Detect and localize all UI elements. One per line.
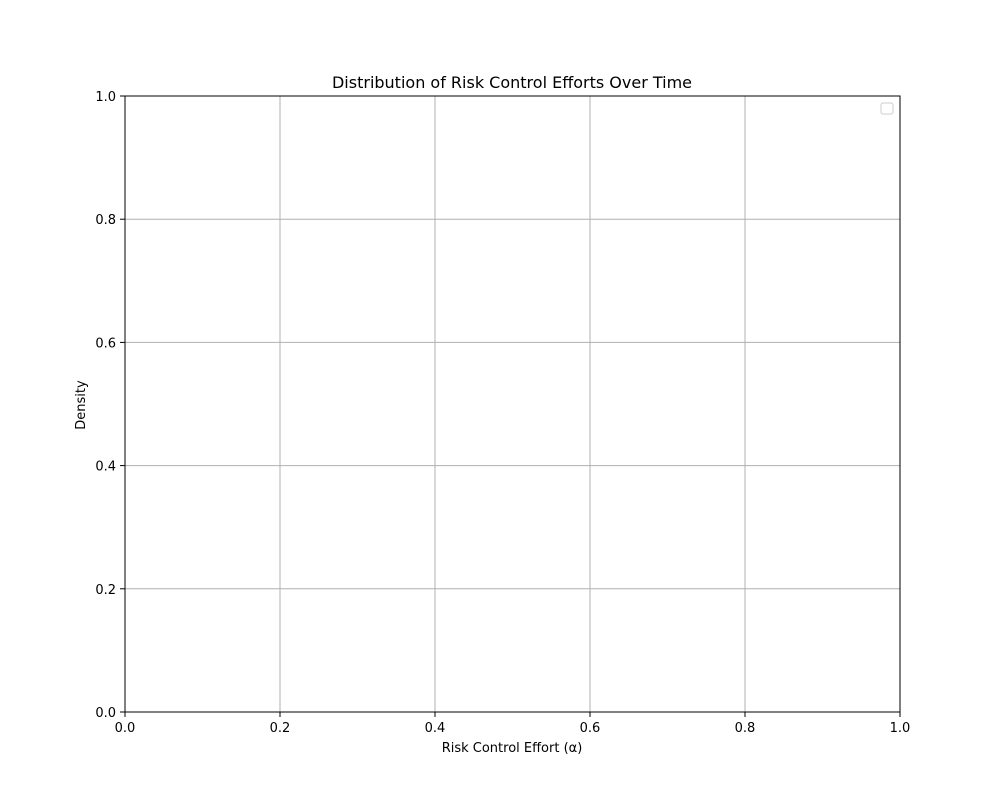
x-tick-label: 0.2	[270, 721, 291, 736]
y-axis-label: Density	[74, 380, 89, 430]
y-tick-label: 0.6	[95, 336, 116, 351]
chart-title: Distribution of Risk Control Efforts Ove…	[332, 73, 692, 92]
x-tick-label: 1.0	[890, 721, 911, 736]
x-tick-label: 0.6	[580, 721, 601, 736]
y-tick-label: 0.4	[95, 460, 116, 475]
x-axis-label: Risk Control Effort (α)	[442, 741, 583, 756]
plot-area-frame	[124, 95, 901, 713]
axis-ticks: 0.0 0.2 0.4 0.6 0.8 1.0 0.0 0.2 0.4 0.6 0.8 1.0	[95, 90, 910, 736]
x-tick-label: 0.0	[115, 721, 136, 736]
y-tick-label: 1.0	[95, 90, 116, 105]
y-tick-label: 0.0	[95, 706, 116, 721]
x-tick-label: 0.4	[425, 721, 446, 736]
legend-box	[880, 102, 894, 115]
grid-lines	[125, 96, 900, 712]
y-tick-label: 0.8	[95, 213, 116, 228]
x-tick-label: 0.8	[735, 721, 756, 736]
y-tick-label: 0.2	[95, 583, 116, 598]
